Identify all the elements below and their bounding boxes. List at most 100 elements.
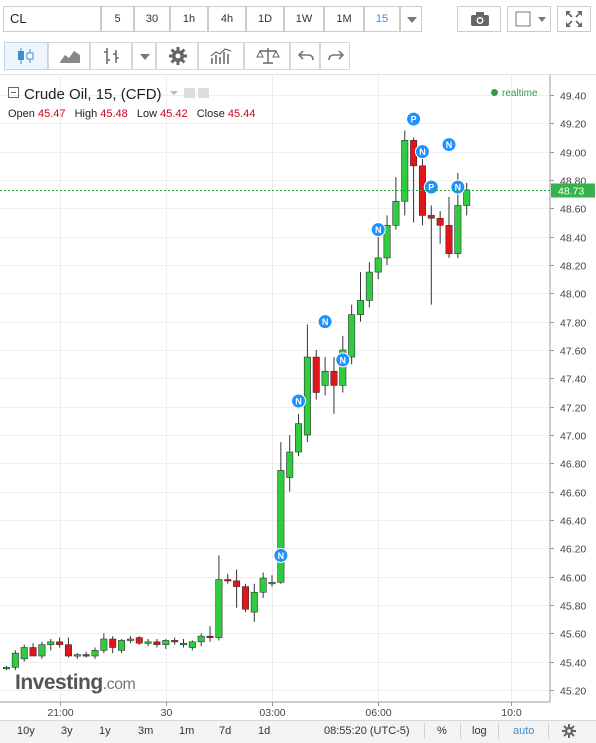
price-tick-label: 45.80 bbox=[560, 601, 586, 613]
chevron-down-icon bbox=[140, 54, 150, 60]
brand-suffix: .com bbox=[102, 676, 136, 693]
event-marker bbox=[423, 179, 439, 195]
gear-icon bbox=[169, 47, 187, 65]
candle-body bbox=[427, 215, 435, 219]
timeframe-15[interactable]: 15 bbox=[364, 6, 400, 32]
range-7d[interactable]: 7d bbox=[219, 725, 232, 737]
candle-body bbox=[401, 140, 409, 202]
candle-body bbox=[2, 667, 11, 670]
time-tick-label: 03:00 bbox=[259, 707, 285, 719]
candle-body bbox=[259, 577, 267, 593]
candle-body bbox=[365, 271, 373, 301]
candle-body bbox=[82, 654, 90, 657]
price-tick-label: 47.20 bbox=[560, 403, 586, 415]
chart-grid bbox=[0, 75, 550, 702]
price-tick-label: 48.20 bbox=[560, 261, 586, 273]
candle-body bbox=[153, 641, 161, 645]
candles-button[interactable] bbox=[4, 42, 48, 70]
candle-body bbox=[233, 580, 241, 587]
high-value: 45.48 bbox=[100, 108, 128, 120]
candle-body bbox=[454, 205, 462, 254]
candle-body bbox=[224, 579, 232, 582]
top-toolbar: CL 5 30 1h 4h 1D 1W 1M 15 bbox=[0, 0, 596, 39]
undo-button[interactable] bbox=[290, 42, 320, 70]
candle-body bbox=[20, 647, 28, 660]
candle-body bbox=[286, 451, 294, 478]
candle-body bbox=[241, 586, 249, 610]
event-marker bbox=[406, 111, 422, 127]
timeframe-1h[interactable]: 1h bbox=[170, 6, 208, 32]
timeframe-1m[interactable]: 1M bbox=[324, 6, 364, 32]
range-10y[interactable]: 10y bbox=[17, 725, 35, 737]
remove-icon bbox=[197, 88, 209, 98]
screenshot-button[interactable] bbox=[457, 6, 501, 32]
brand-name: Investing bbox=[15, 671, 103, 694]
range-3m[interactable]: 3m bbox=[138, 725, 154, 737]
price-tick-label: 48.60 bbox=[560, 204, 586, 216]
high-label: High bbox=[74, 108, 98, 120]
price-tick-label: 47.60 bbox=[560, 346, 586, 358]
divider bbox=[460, 723, 461, 739]
candle-body bbox=[330, 370, 338, 386]
candle-body bbox=[321, 370, 329, 386]
timeframe-5[interactable]: 5 bbox=[101, 6, 134, 32]
range-3y[interactable]: 3y bbox=[61, 725, 73, 737]
price-tick-label: 49.40 bbox=[560, 91, 586, 103]
price-tick-label: 45.20 bbox=[560, 686, 586, 698]
settings-icon bbox=[183, 88, 195, 98]
price-tick-label: 47.00 bbox=[560, 431, 586, 443]
event-marker-label: N bbox=[375, 225, 382, 235]
price-tick-label: 47.40 bbox=[560, 374, 586, 386]
expand-icon bbox=[566, 11, 582, 27]
event-marker bbox=[370, 222, 386, 238]
indicators-icon bbox=[210, 48, 232, 64]
range-1y[interactable]: 1y bbox=[99, 725, 111, 737]
chart-type-dropdown[interactable] bbox=[132, 42, 156, 70]
price-tick-label: 47.80 bbox=[560, 318, 586, 330]
timeframe-1w[interactable]: 1W bbox=[284, 6, 324, 32]
time-tick-label: 10:0 bbox=[501, 707, 522, 719]
symbol-input[interactable]: CL bbox=[3, 6, 101, 32]
timeframe-dropdown[interactable] bbox=[400, 6, 422, 32]
bars-chart-button[interactable] bbox=[90, 42, 132, 70]
time-tick-label: 30 bbox=[161, 707, 173, 719]
investing-logo: Investing.com bbox=[15, 671, 136, 695]
chevron-down-icon bbox=[407, 17, 417, 23]
log-toggle[interactable]: log bbox=[472, 725, 487, 737]
candle-body bbox=[303, 356, 311, 436]
candle-body bbox=[126, 638, 134, 641]
collapse-legend-icon[interactable] bbox=[8, 87, 19, 98]
open-label: Open bbox=[8, 108, 35, 120]
candle-body bbox=[383, 225, 391, 259]
redo-button[interactable] bbox=[320, 42, 350, 70]
timeframe-4h[interactable]: 4h bbox=[208, 6, 246, 32]
mountain-chart-icon bbox=[60, 51, 80, 63]
chart-canvas: 49.4049.2049.0048.8048.6048.4048.2048.00… bbox=[0, 75, 595, 719]
event-marker-label: N bbox=[419, 147, 426, 157]
area-chart-button[interactable] bbox=[48, 42, 90, 70]
timeframe-1d[interactable]: 1D bbox=[246, 6, 284, 32]
close-value: 45.44 bbox=[227, 108, 256, 120]
gear-icon[interactable] bbox=[562, 724, 576, 738]
timeframe-30[interactable]: 30 bbox=[134, 6, 170, 32]
candle-body bbox=[356, 300, 364, 315]
candle-body bbox=[392, 200, 400, 226]
price-tick-label: 49.00 bbox=[560, 148, 586, 160]
fullscreen-button[interactable] bbox=[557, 6, 591, 32]
percent-toggle[interactable]: % bbox=[437, 725, 447, 737]
legend-controls[interactable] bbox=[169, 87, 214, 99]
compare-button[interactable] bbox=[244, 42, 290, 70]
candle-body bbox=[197, 635, 205, 643]
auto-toggle[interactable]: auto bbox=[513, 725, 535, 737]
price-tick-label: 46.00 bbox=[560, 573, 586, 585]
candle-body bbox=[162, 640, 170, 645]
settings-button[interactable] bbox=[156, 42, 198, 70]
event-marker-label: P bbox=[428, 183, 434, 193]
indicators-button[interactable] bbox=[198, 42, 244, 70]
price-tick-label: 46.20 bbox=[560, 544, 586, 556]
range-1m[interactable]: 1m bbox=[179, 725, 195, 737]
chart-style-button[interactable] bbox=[507, 6, 551, 32]
range-1d[interactable]: 1d bbox=[258, 725, 271, 737]
price-chart[interactable]: 49.40 49.20 49.00 48.80 48.60 48.40 48.20 48.00… bbox=[0, 75, 596, 720]
event-markers: N N N N N P N P N N bbox=[273, 111, 466, 563]
